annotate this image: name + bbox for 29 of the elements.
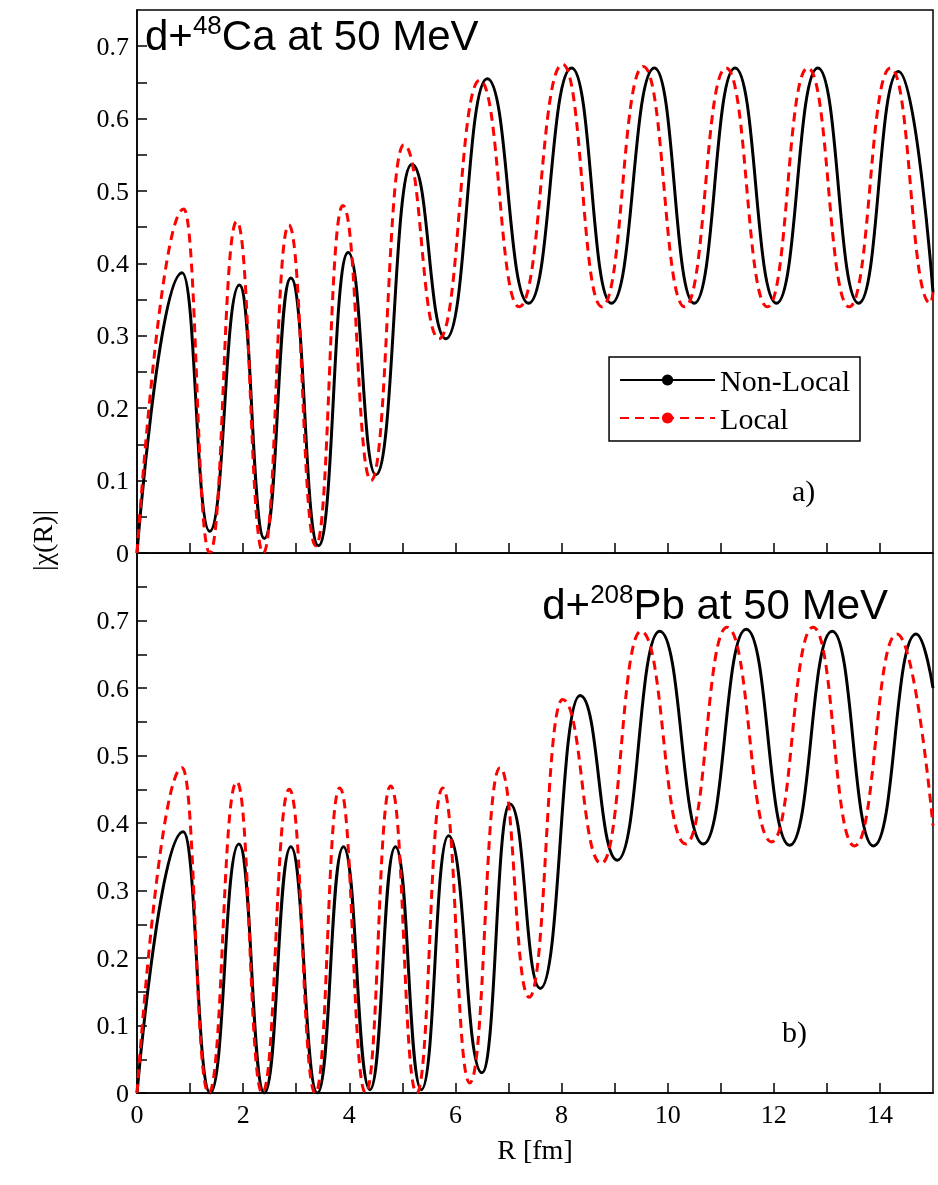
y-tick-label: 0.3 bbox=[96, 876, 129, 905]
y-tick-label: 0.6 bbox=[96, 673, 129, 703]
x-axis-title: R [fm] bbox=[497, 1133, 573, 1165]
annotation: a) bbox=[792, 473, 816, 508]
y-tick-label: 0.2 bbox=[96, 943, 129, 973]
y-tick-label: 0.5 bbox=[96, 741, 129, 770]
x-tick-label: 6 bbox=[448, 1099, 462, 1129]
legend-label: Non-Local bbox=[720, 363, 851, 397]
y-tick-label: 0.7 bbox=[96, 31, 129, 61]
y-tick-label: 0.4 bbox=[96, 808, 129, 838]
x-tick-label: 8 bbox=[555, 1099, 569, 1129]
x-tick-label: 12 bbox=[760, 1099, 787, 1129]
legend-label: Local bbox=[720, 401, 789, 435]
y-tick-label: 0.5 bbox=[96, 176, 129, 206]
y-tick-label: 0 bbox=[116, 1078, 129, 1108]
y-tick-label: 0.2 bbox=[96, 393, 129, 423]
y-tick-label: 0.1 bbox=[96, 1011, 129, 1040]
x-tick-label: 4 bbox=[342, 1099, 356, 1129]
y-tick-label: 0.3 bbox=[96, 321, 129, 351]
x-tick-label: 10 bbox=[654, 1099, 681, 1129]
x-tick-label: 2 bbox=[236, 1099, 250, 1129]
y-axis-title: |χ(R)| bbox=[26, 509, 58, 571]
y-tick-label: 0.1 bbox=[96, 466, 129, 496]
annotation: b) bbox=[782, 1014, 807, 1049]
y-tick-label: 0.4 bbox=[96, 248, 129, 278]
y-tick-label: 0 bbox=[116, 538, 129, 568]
x-tick-label: 14 bbox=[866, 1099, 893, 1129]
y-tick-label: 0.7 bbox=[96, 606, 129, 635]
y-tick-label: 0.6 bbox=[96, 104, 129, 134]
